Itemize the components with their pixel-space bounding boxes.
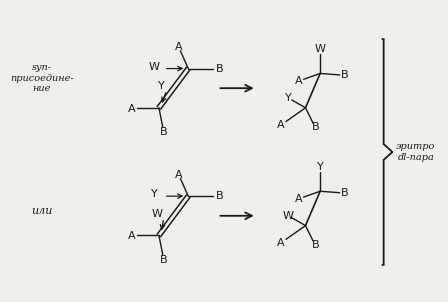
Text: A: A: [295, 194, 302, 204]
Text: B: B: [341, 188, 349, 198]
Text: или: или: [31, 206, 52, 216]
Text: W: W: [149, 62, 159, 72]
Text: W: W: [151, 209, 163, 219]
Text: A: A: [295, 76, 302, 86]
Text: B: B: [215, 63, 223, 74]
Text: A: A: [128, 104, 135, 114]
Text: эритро
dl-пара: эритро dl-пара: [396, 142, 435, 162]
Text: B: B: [160, 255, 168, 265]
Text: Y: Y: [151, 189, 157, 199]
Text: W: W: [314, 44, 326, 54]
Text: syn-
присоедине-
ние: syn- присоедине- ние: [10, 63, 73, 93]
Text: A: A: [175, 42, 182, 52]
Text: Y: Y: [158, 81, 164, 91]
Text: B: B: [341, 70, 349, 80]
Text: B: B: [160, 127, 168, 137]
Text: B: B: [311, 240, 319, 250]
Text: A: A: [277, 238, 285, 248]
Text: A: A: [128, 231, 135, 241]
Text: A: A: [277, 120, 285, 130]
Text: Y: Y: [284, 93, 291, 103]
Text: Y: Y: [317, 162, 323, 172]
Text: A: A: [175, 169, 182, 180]
Text: B: B: [215, 191, 223, 201]
Text: B: B: [311, 122, 319, 133]
Text: W: W: [282, 211, 293, 221]
